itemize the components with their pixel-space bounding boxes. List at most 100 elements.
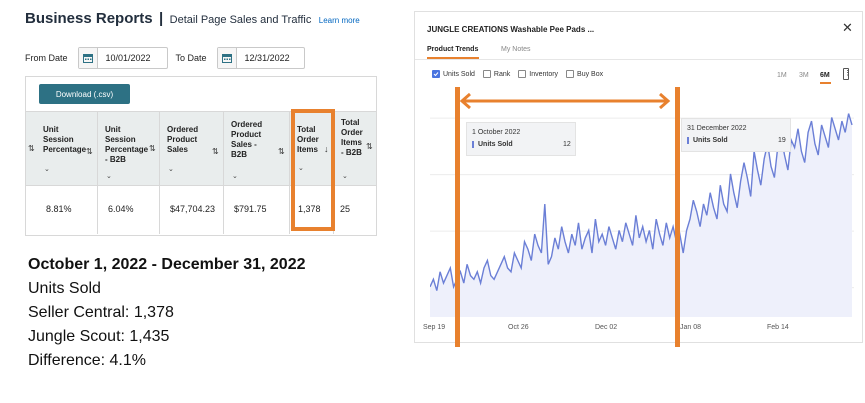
- column-header: Total Order Items: [297, 125, 319, 154]
- toggle-buy-box[interactable]: Buy Box: [566, 70, 603, 78]
- active-range-indicator: [820, 82, 831, 84]
- series-area: [430, 113, 852, 317]
- cell-value: 1,378: [298, 204, 321, 214]
- checkbox-checked-icon[interactable]: [432, 70, 440, 78]
- table-cell: 25: [334, 186, 376, 234]
- tooltip-series: Units Sold: [472, 141, 513, 148]
- cell-value: 6.04%: [108, 204, 134, 214]
- col-ordered-product-sales[interactable]: Ordered Product Sales ⇅ ⌄: [160, 112, 224, 185]
- business-reports-header: Business Reports | Detail Page Sales and…: [25, 10, 360, 28]
- chevron-down-icon[interactable]: ⌄: [44, 166, 50, 173]
- summary-date-range: October 1, 2022 - December 31, 2022: [28, 256, 306, 273]
- tab-divider: [415, 59, 862, 60]
- arrow-down-icon[interactable]: ↓: [324, 144, 329, 154]
- units-sold-summary: October 1, 2022 - December 31, 2022 Unit…: [28, 253, 306, 373]
- to-date-field[interactable]: 12/31/2022: [216, 47, 305, 69]
- from-date-value: 10/01/2022: [105, 53, 151, 63]
- x-tick-label: Sep 19: [423, 324, 446, 331]
- summary-seller-central: Seller Central: 1,378: [28, 304, 174, 321]
- range-6m[interactable]: 6M: [820, 72, 830, 79]
- series-toggles: Units Sold Rank Inventory Buy Box: [432, 70, 611, 78]
- table-cell: 8.81%: [36, 186, 98, 234]
- checkbox-icon[interactable]: [566, 70, 575, 78]
- cell-value: 25: [340, 204, 351, 214]
- column-header: Ordered Product Sales - B2B: [231, 120, 263, 159]
- col-ordered-product-sales-b2b[interactable]: Ordered Product Sales - B2B ⇅ ⌄: [224, 112, 290, 185]
- chevron-down-icon[interactable]: ⌄: [342, 173, 348, 180]
- tooltip-start: 1 October 2022 Units Sold 12: [466, 122, 576, 156]
- from-date-field[interactable]: 10/01/2022: [77, 47, 168, 69]
- total-order-items-highlight: [291, 109, 335, 231]
- range-end-marker: [675, 87, 680, 347]
- column-header: Total Order Items - B2B: [341, 118, 363, 157]
- chevron-down-icon[interactable]: ⌄: [168, 166, 174, 173]
- tooltip-value: 19: [778, 137, 786, 144]
- to-date-label: To Date: [175, 53, 207, 63]
- column-header: Unit Session Percentage: [43, 125, 87, 154]
- double-arrow-icon: [459, 93, 671, 109]
- toggle-inventory[interactable]: Inventory: [518, 70, 558, 78]
- chevron-down-icon[interactable]: ⌄: [298, 165, 304, 172]
- close-icon[interactable]: ✕: [842, 20, 853, 35]
- cell-value: $47,704.23: [170, 204, 216, 214]
- summary-jungle-scout: Jungle Scout: 1,435: [28, 328, 170, 345]
- calendar-icon[interactable]: [78, 48, 98, 68]
- column-header: Unit Session Percentage - B2B: [105, 125, 149, 164]
- sort-icon[interactable]: ⇅: [366, 142, 373, 151]
- tooltip-end: 31 December 2022 Units Sold 19: [681, 118, 791, 152]
- from-date-label: From Date: [25, 53, 68, 63]
- column-header: Ordered Product Sales: [167, 125, 199, 154]
- to-date-value: 12/31/2022: [244, 53, 290, 63]
- sort-icon[interactable]: ⇅: [28, 144, 35, 153]
- col-unit-session-percentage-b2b[interactable]: Unit Session Percentage - B2B ⇅ ⌄: [98, 112, 160, 185]
- calendar-icon[interactable]: [217, 48, 237, 68]
- x-tick-label: Dec 02: [595, 324, 618, 331]
- range-3m[interactable]: 3M: [799, 72, 809, 79]
- col-unit-session-percentage[interactable]: Unit Session Percentage ⇅ ⌄: [36, 112, 98, 185]
- chevron-down-icon[interactable]: ⌄: [106, 173, 112, 180]
- chevron-down-icon[interactable]: ⌄: [232, 173, 238, 180]
- x-tick-label: Jan 08: [680, 324, 702, 331]
- x-tick-label: Oct 26: [508, 324, 529, 331]
- page-subtitle: Detail Page Sales and Traffic: [169, 14, 312, 26]
- report-table: Download (.csv) ⇅ Unit Session Percentag…: [25, 76, 377, 236]
- toggle-label: Inventory: [529, 70, 559, 78]
- units-sold-chart[interactable]: [430, 85, 854, 325]
- download-csv-button[interactable]: Download (.csv): [39, 84, 130, 104]
- range-start-marker: [455, 87, 460, 347]
- summary-difference: Difference: 4.1%: [28, 352, 146, 369]
- tab-product-trends[interactable]: Product Trends: [427, 46, 479, 53]
- sort-icon[interactable]: ⇅: [86, 147, 93, 156]
- tab-my-notes[interactable]: My Notes: [501, 46, 531, 53]
- toggle-label: Units Sold: [443, 70, 475, 78]
- table-row: 8.81% 6.04% $47,704.23 $791.75 1,378 25: [26, 186, 376, 234]
- table-cell: 6.04%: [98, 186, 160, 234]
- col-total-order-items-b2b[interactable]: Total Order Items - B2B ⇅ ⌄: [334, 112, 376, 185]
- checkbox-icon[interactable]: [482, 70, 491, 78]
- checkbox-icon[interactable]: [518, 70, 527, 78]
- tooltip-date: 1 October 2022: [472, 129, 521, 136]
- date-range-row: From Date 10/01/2022 To Date 12/31/2022: [25, 46, 305, 70]
- sort-icon[interactable]: ⇅: [149, 144, 156, 153]
- table-cell: $791.75: [224, 186, 290, 234]
- toggle-rank[interactable]: Rank: [482, 70, 511, 78]
- tooltip-series: Units Sold: [687, 137, 728, 144]
- more-options-icon[interactable]: ⋮: [843, 68, 851, 80]
- sort-icon[interactable]: ⇅: [212, 147, 219, 156]
- x-tick-label: Feb 14: [767, 324, 789, 331]
- active-tab-indicator: [427, 57, 479, 59]
- toggle-units-sold[interactable]: Units Sold: [432, 70, 475, 78]
- learn-more-link[interactable]: Learn more: [318, 16, 360, 25]
- range-1m[interactable]: 1M: [777, 72, 787, 79]
- table-header-row: ⇅ Unit Session Percentage ⇅ ⌄ Unit Sessi…: [26, 111, 376, 186]
- tooltip-date: 31 December 2022: [687, 125, 747, 132]
- product-title: JUNGLE CREATIONS Washable Pee Pads ...: [427, 25, 595, 34]
- page-title: Business Reports: [25, 10, 153, 27]
- cell-value: 8.81%: [46, 204, 72, 214]
- table-cell: $47,704.23: [160, 186, 224, 234]
- toggle-label: Rank: [493, 70, 511, 78]
- cell-value: $791.75: [234, 204, 267, 214]
- toggle-label: Buy Box: [577, 70, 604, 78]
- summary-metric: Units Sold: [28, 280, 101, 297]
- sort-icon[interactable]: ⇅: [278, 147, 285, 156]
